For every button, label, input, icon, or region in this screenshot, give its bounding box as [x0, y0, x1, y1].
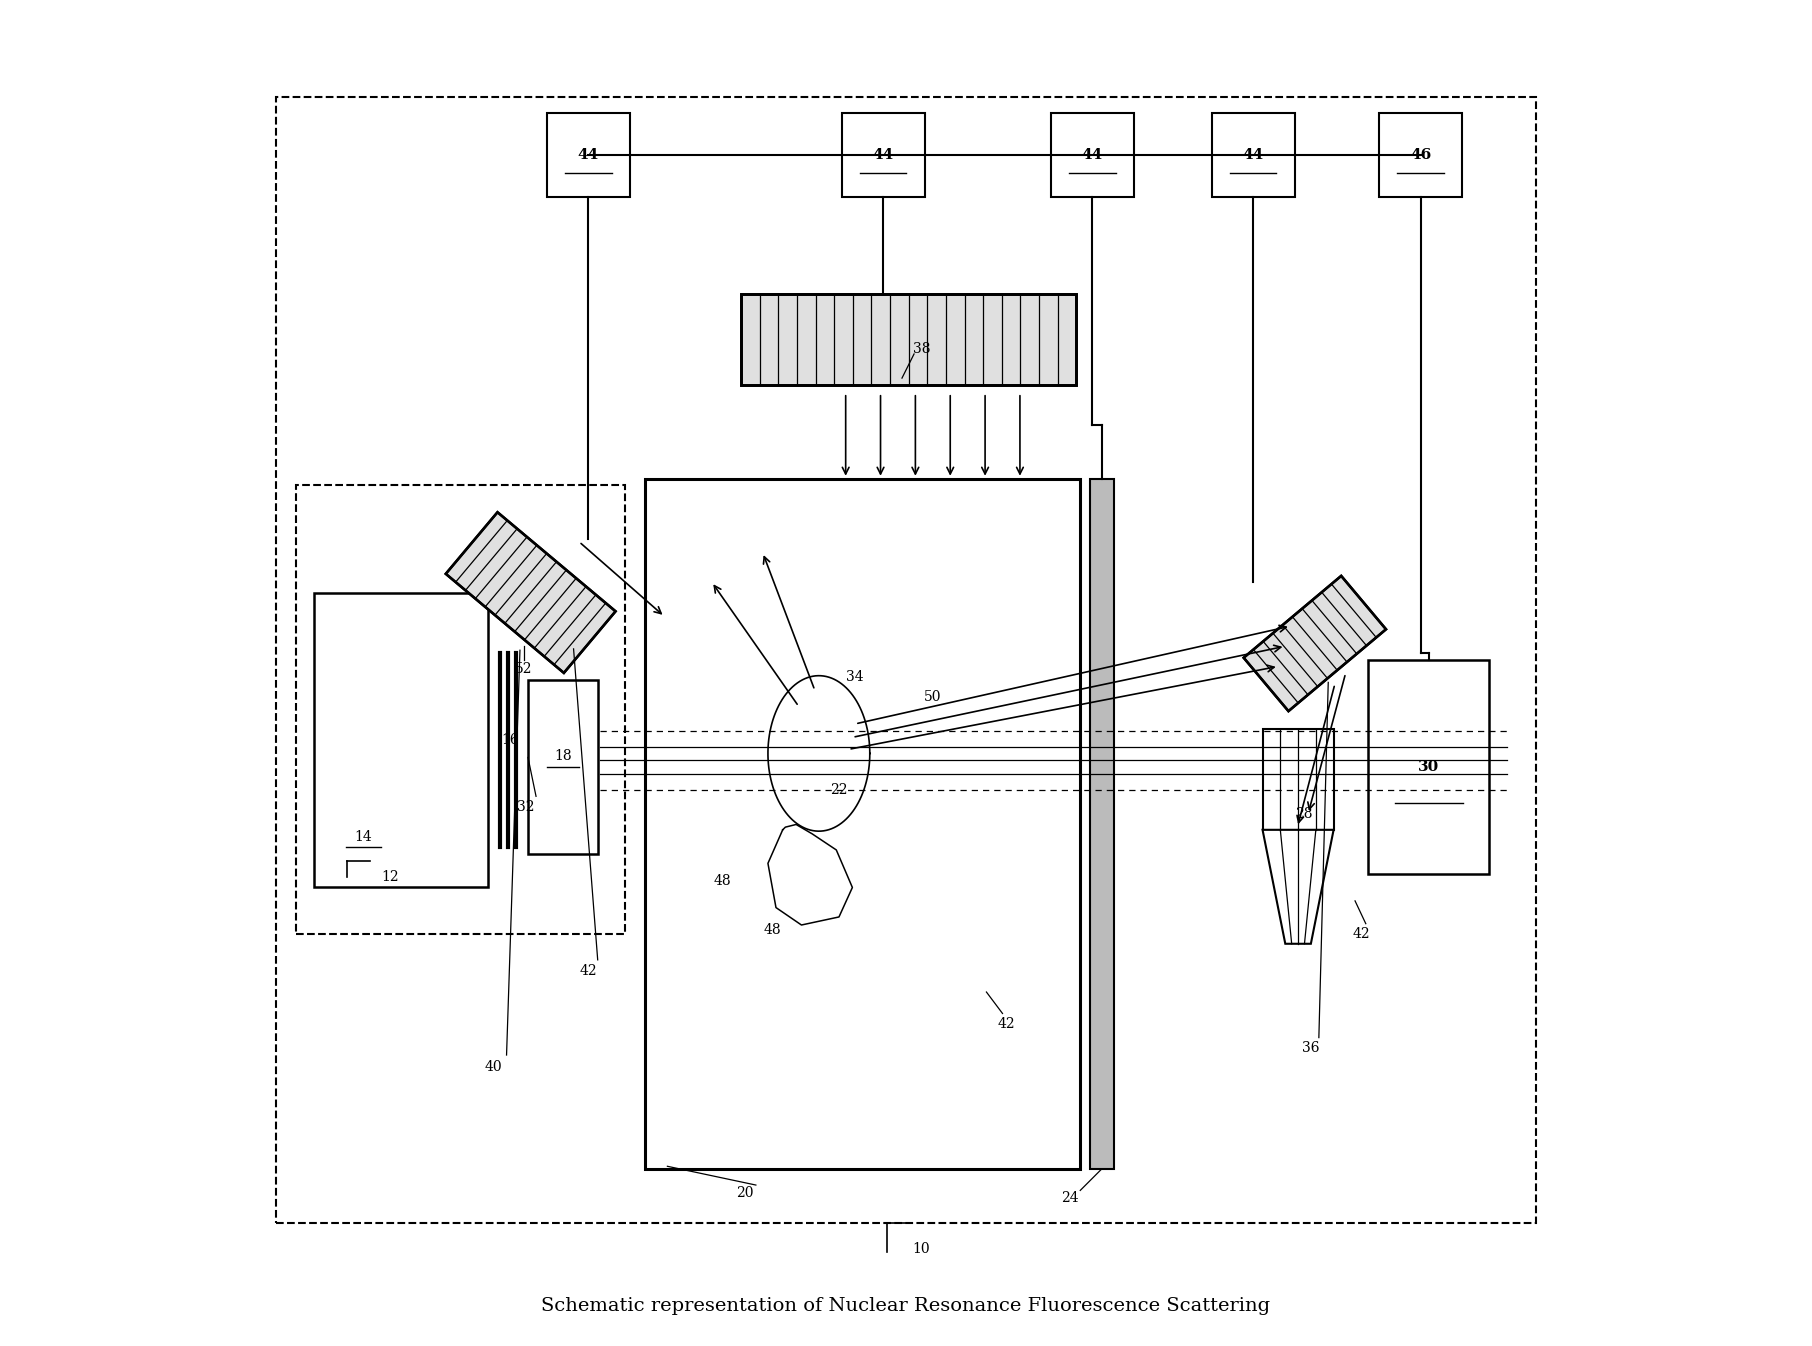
Text: 42: 42: [580, 964, 598, 977]
Text: 42: 42: [1354, 927, 1370, 941]
Bar: [741, 293, 1076, 385]
Bar: [1212, 113, 1296, 197]
Bar: [295, 486, 625, 934]
Polygon shape: [1243, 576, 1386, 711]
Polygon shape: [1263, 830, 1334, 944]
Text: 10: 10: [911, 1242, 930, 1256]
Text: 40: 40: [484, 1061, 502, 1074]
Bar: [313, 592, 487, 887]
Text: 36: 36: [1303, 1042, 1319, 1055]
Text: 44: 44: [1243, 148, 1263, 162]
Text: 32: 32: [516, 800, 535, 814]
Text: 28: 28: [1296, 806, 1314, 821]
Text: 30: 30: [1419, 760, 1439, 774]
Text: 24: 24: [1060, 1191, 1078, 1206]
Text: 48: 48: [763, 923, 781, 937]
Bar: [741, 293, 1076, 385]
Text: 18: 18: [554, 750, 571, 763]
Bar: [1368, 660, 1489, 874]
Bar: [275, 97, 1537, 1222]
Polygon shape: [446, 513, 616, 673]
Bar: [1051, 113, 1134, 197]
Bar: [547, 113, 631, 197]
Text: 14: 14: [353, 829, 371, 844]
Bar: [1089, 479, 1114, 1168]
Bar: [1263, 730, 1334, 830]
Text: 34: 34: [846, 670, 864, 684]
Text: 52: 52: [515, 662, 533, 676]
Text: 16: 16: [502, 734, 520, 747]
Polygon shape: [768, 676, 870, 832]
Polygon shape: [768, 825, 852, 925]
Text: 50: 50: [924, 690, 942, 704]
Text: 38: 38: [913, 342, 931, 355]
Text: 44: 44: [578, 148, 600, 162]
Text: 12: 12: [381, 870, 399, 884]
Text: 48: 48: [714, 874, 732, 888]
Bar: [841, 113, 924, 197]
Bar: [527, 680, 598, 853]
Bar: [645, 479, 1080, 1168]
Bar: [1379, 113, 1462, 197]
Text: 22: 22: [830, 782, 848, 797]
Text: 42: 42: [998, 1018, 1015, 1031]
Text: 20: 20: [736, 1186, 754, 1201]
Text: Schematic representation of Nuclear Resonance Fluorescence Scattering: Schematic representation of Nuclear Reso…: [542, 1296, 1270, 1315]
Text: 46: 46: [1410, 148, 1431, 162]
Text: 44: 44: [873, 148, 893, 162]
Text: 44: 44: [1082, 148, 1104, 162]
